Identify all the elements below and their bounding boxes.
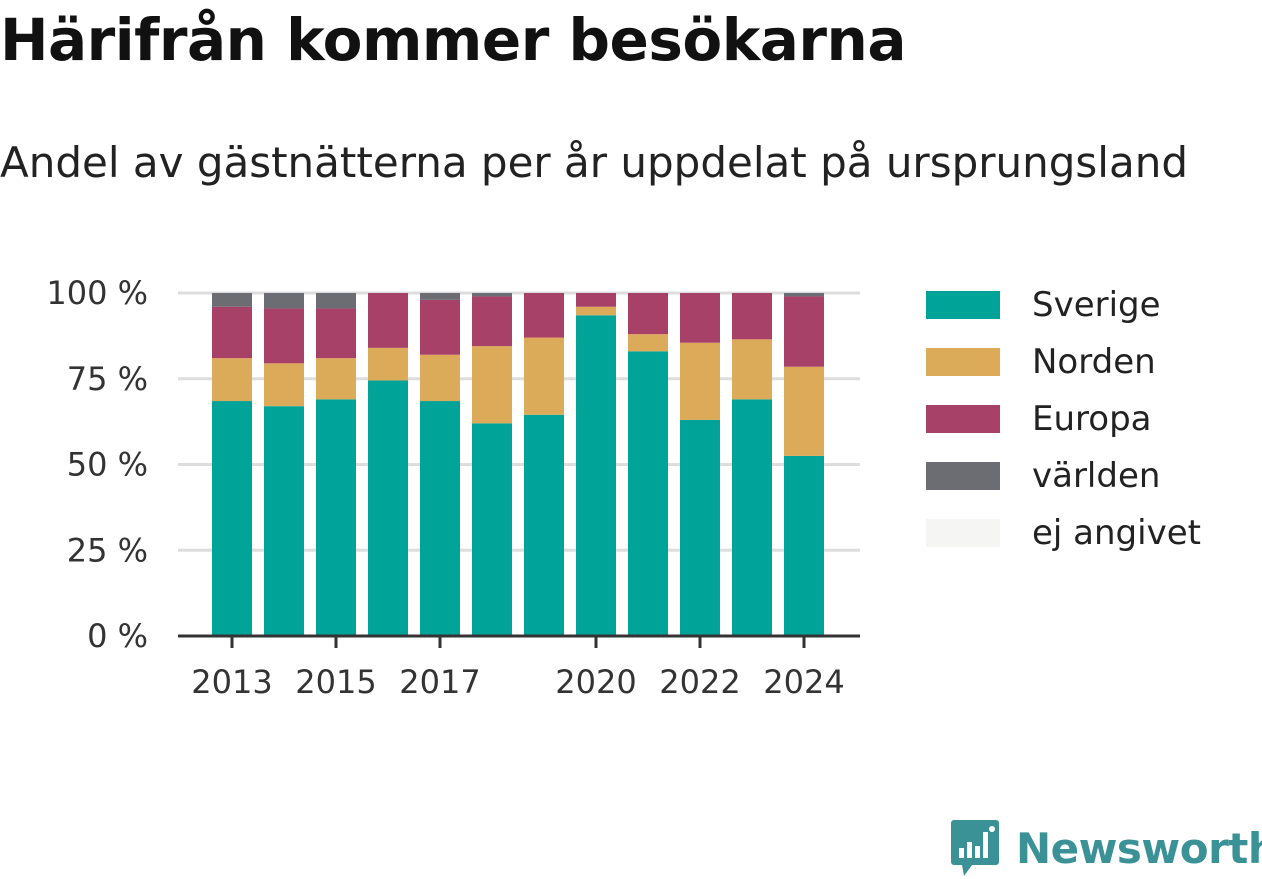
- stacked-bar-chart: 0 % 25 % 50 % 75 % 100 % 2013 2015 2017 2020 2022…: [46, 274, 860, 701]
- legend-swatch: [926, 347, 1000, 376]
- bar-segment-2014-världen: [264, 293, 304, 309]
- bar-segment-2022-norden: [680, 342, 720, 420]
- bar-segment-2022-sverige: [680, 419, 720, 636]
- bar-segment-2020-norden: [576, 306, 616, 316]
- bar-segment-2015-sverige: [316, 399, 356, 636]
- bar-segment-2019-europa: [524, 293, 564, 338]
- bar-segment-2017-europa: [420, 299, 460, 355]
- x-tick-label: 2022: [659, 663, 740, 701]
- bar-segment-2013-världen: [212, 293, 252, 307]
- newsworthy-logo-icon: [951, 820, 999, 876]
- bar-segment-2017-sverige: [420, 401, 460, 636]
- legend-label: Europa: [1032, 398, 1152, 439]
- bar-segment-2016-norden: [368, 347, 408, 381]
- bar-segment-2016-europa: [368, 293, 408, 348]
- x-tick-label: 2017: [399, 663, 480, 701]
- page-title: Härifrån kommer besökarna: [0, 6, 906, 74]
- legend-swatch: [926, 518, 1000, 547]
- y-tick-label: 0 %: [87, 617, 148, 655]
- x-tick-label: 2013: [191, 663, 272, 701]
- legend-swatch: [926, 404, 1000, 433]
- legend-label: ej angivet: [1032, 512, 1201, 553]
- bar-segment-2015-norden: [316, 358, 356, 400]
- bar-segment-2013-europa: [212, 306, 252, 359]
- bar-segment-2023-europa: [732, 293, 772, 340]
- y-tick-label: 25 %: [67, 531, 148, 569]
- bar-segment-2015-europa: [316, 308, 356, 359]
- bar-segment-2023-norden: [732, 339, 772, 400]
- legend-item: världen: [926, 447, 1201, 504]
- bar-segment-2013-norden: [212, 358, 252, 402]
- legend-label: världen: [1032, 455, 1161, 496]
- y-tick-label: 75 %: [67, 360, 148, 398]
- bar-segment-2024-sverige: [784, 455, 824, 636]
- legend-label: Norden: [1032, 341, 1156, 382]
- bar-segment-2017-norden: [420, 354, 460, 402]
- legend-item: ej angivet: [926, 504, 1201, 561]
- bar-segment-2018-sverige: [472, 423, 512, 636]
- legend-item: Sverige: [926, 276, 1201, 333]
- bar-segment-2014-norden: [264, 363, 304, 407]
- bar-segment-2013-sverige: [212, 401, 252, 636]
- legend-swatch: [926, 290, 1000, 319]
- bar-segment-2020-sverige: [576, 315, 616, 636]
- bar-segment-2015-världen: [316, 293, 356, 309]
- bar-segment-2024-norden: [784, 366, 824, 456]
- bar-segment-2014-europa: [264, 308, 304, 364]
- bar-segment-2021-europa: [628, 293, 668, 335]
- x-tick-label: 2015: [295, 663, 376, 701]
- bar-segment-2024-världen: [784, 293, 824, 297]
- chart-legend: Sverige Norden Europa världen ej angivet: [926, 276, 1201, 561]
- bar-segment-2019-norden: [524, 337, 564, 415]
- bar-segment-2018-europa: [472, 296, 512, 347]
- x-tick-label: 2024: [763, 663, 844, 701]
- legend-label: Sverige: [1032, 284, 1161, 325]
- bar-segment-2020-europa: [576, 293, 616, 307]
- y-tick-label: 100 %: [46, 274, 148, 312]
- bar-segment-2021-sverige: [628, 351, 668, 636]
- bar-segment-2018-världen: [472, 293, 512, 297]
- legend-item: Norden: [926, 333, 1201, 390]
- bar-segment-2017-världen: [420, 293, 460, 300]
- brand-name: Newsworthy: [1016, 823, 1262, 873]
- y-tick-label: 50 %: [67, 446, 148, 484]
- legend-item: Europa: [926, 390, 1201, 447]
- bar-segment-2019-sverige: [524, 414, 564, 636]
- bar-segment-2016-sverige: [368, 380, 408, 636]
- x-tick-label: 2020: [555, 663, 636, 701]
- bar-segment-2014-sverige: [264, 406, 304, 636]
- brand-logo: Newsworthy: [950, 818, 1262, 878]
- bar-segment-2021-norden: [628, 334, 668, 352]
- bar-segment-2024-europa: [784, 296, 824, 367]
- bar-segment-2023-sverige: [732, 399, 772, 636]
- page-subtitle: Andel av gästnätterna per år uppdelat på…: [0, 138, 1188, 187]
- legend-swatch: [926, 461, 1000, 490]
- bar-segment-2018-norden: [472, 346, 512, 424]
- bar-segment-2022-europa: [680, 293, 720, 343]
